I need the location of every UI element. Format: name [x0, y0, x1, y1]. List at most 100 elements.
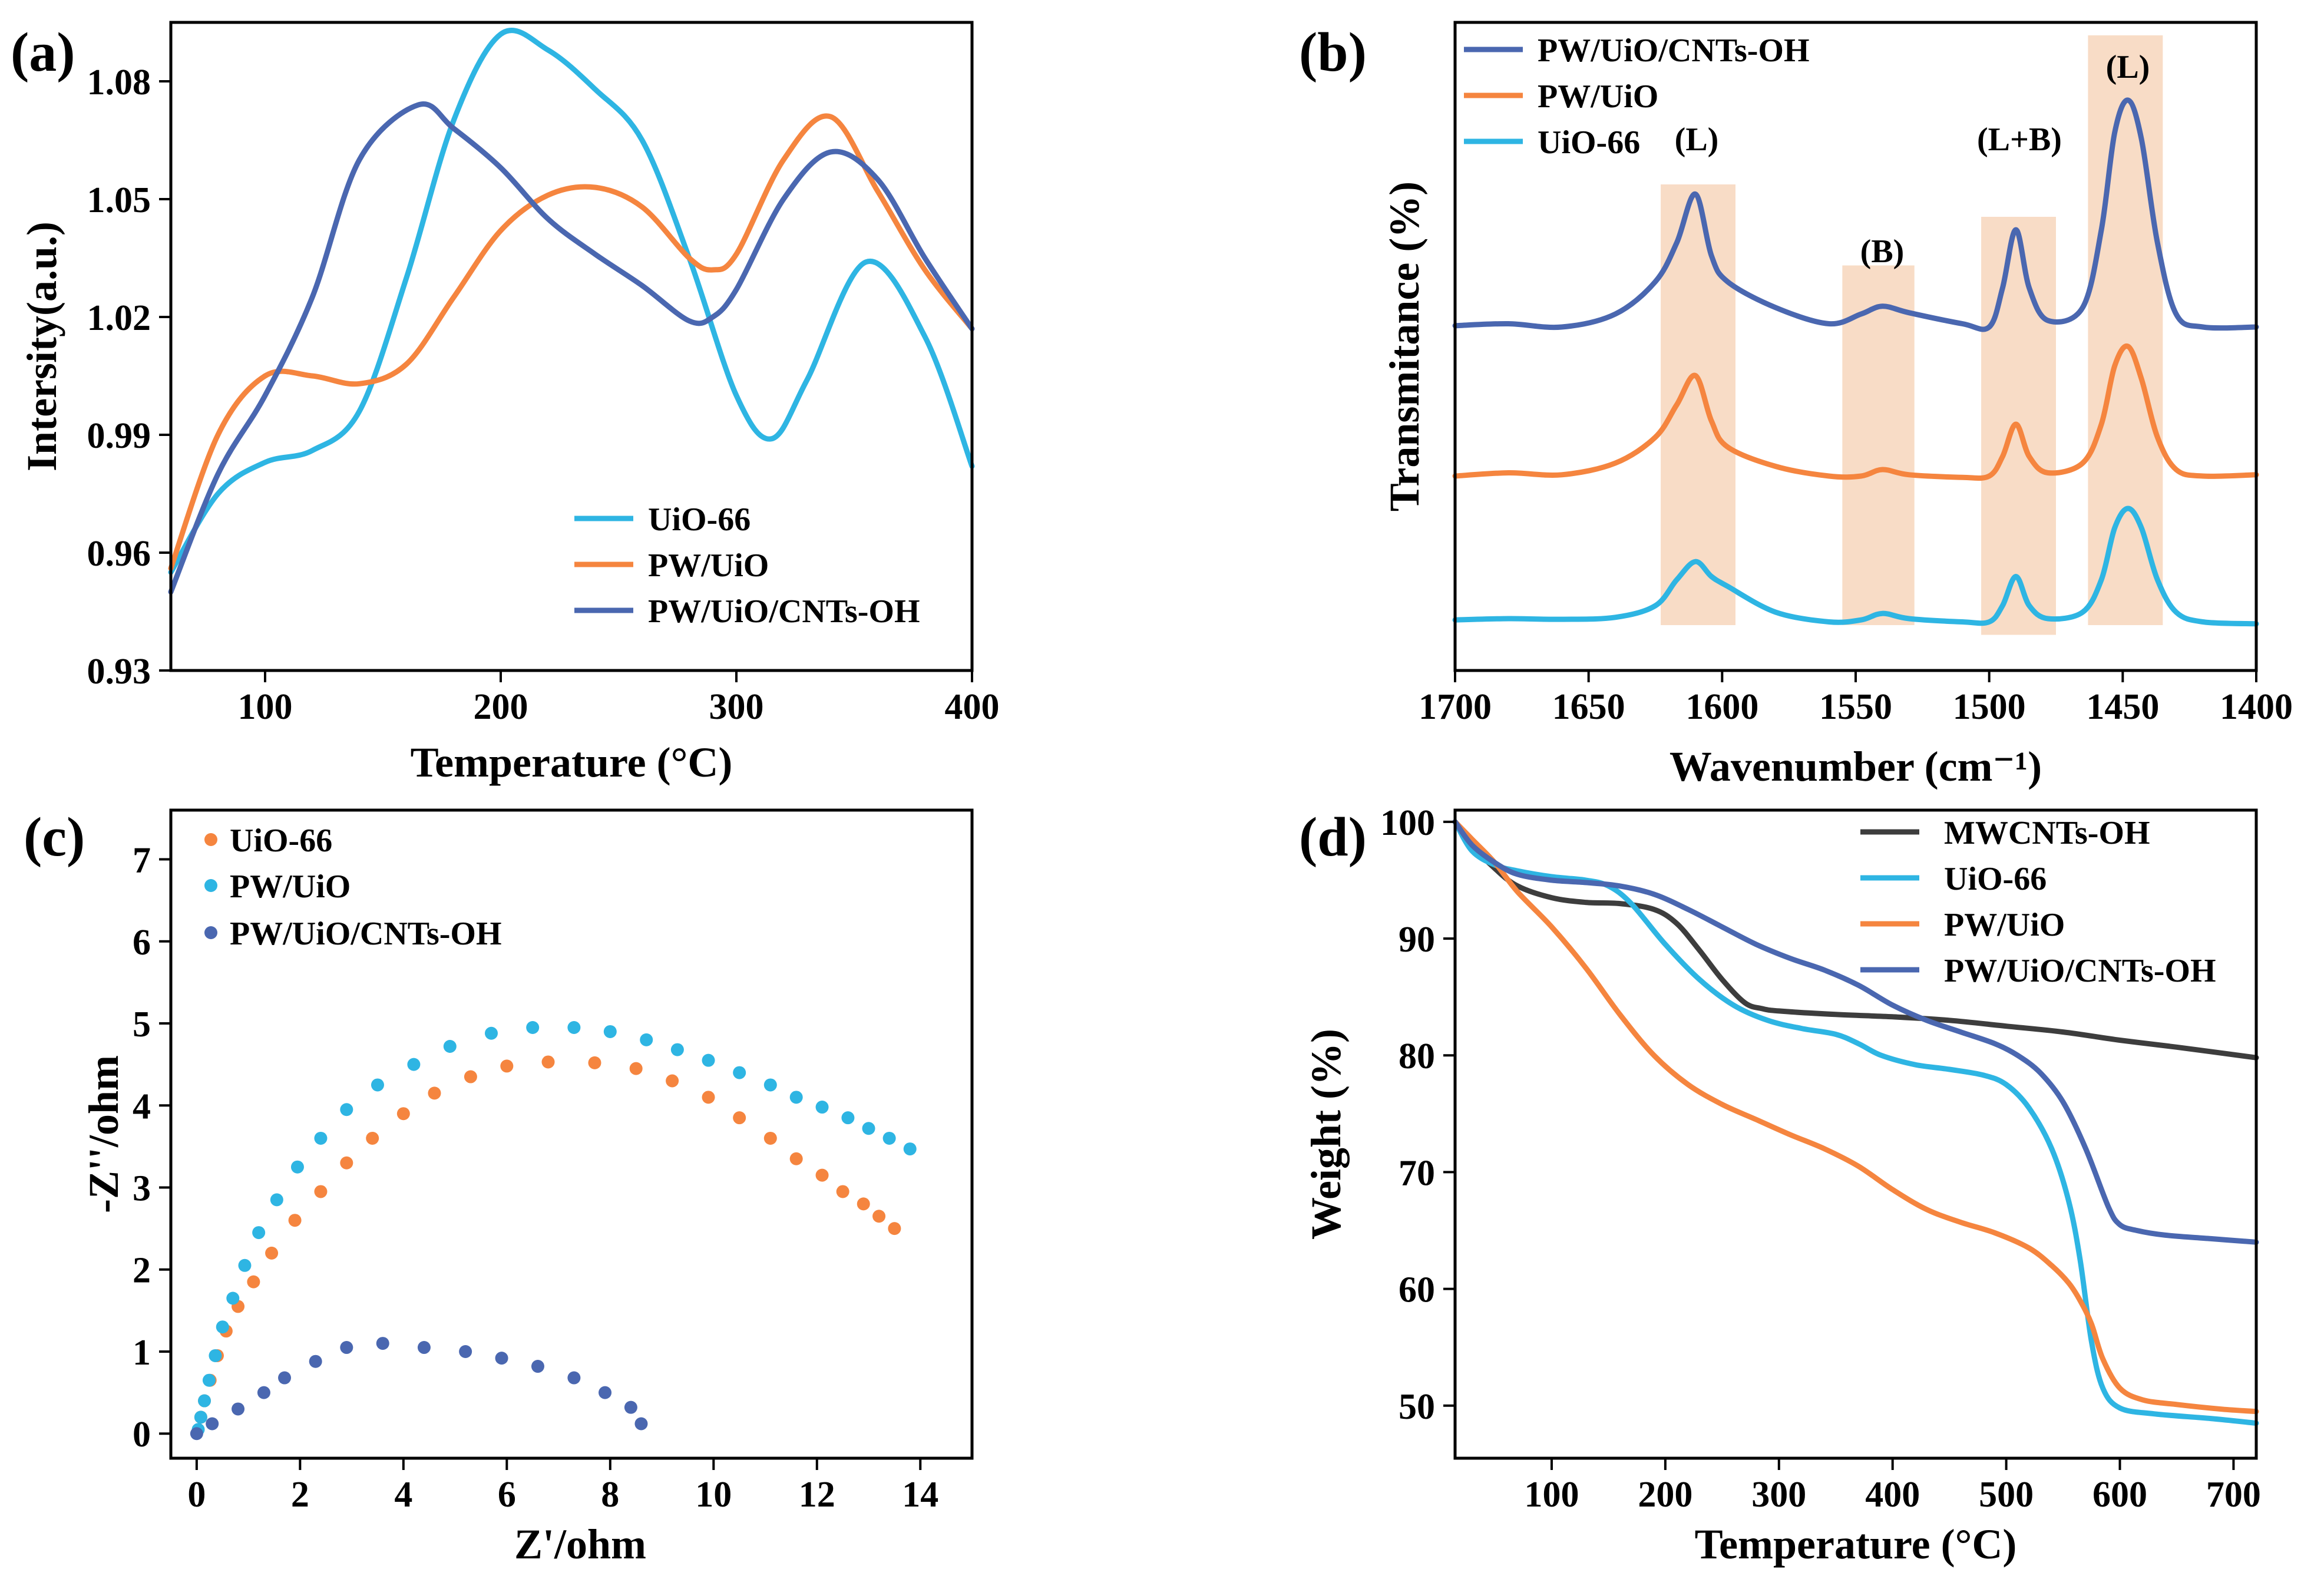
- y-tick-label: 0: [133, 1415, 151, 1455]
- panel-b: 1700 1650 1600 1550 1500 1450 1400 (b) Wavenum…: [1299, 21, 2293, 790]
- series-line: [1452, 343, 2259, 481]
- legend-b-label-pwuiocnts: PW/UiO/CNTs-OH: [1538, 32, 1810, 69]
- x-tick-label: 1500: [1953, 687, 2026, 727]
- legend-d-label-uio66: UiO-66: [1944, 861, 2047, 897]
- panel-c-xlabel: Z'/ohm: [514, 1521, 646, 1568]
- data-point: [541, 1055, 555, 1069]
- y-tick-label: 1.05: [87, 180, 151, 220]
- data-point: [206, 1417, 219, 1431]
- y-tick-label: 0.93: [87, 652, 151, 692]
- y-tick-label: 6: [133, 923, 151, 963]
- x-tick-label: 600: [2092, 1475, 2147, 1515]
- data-point: [290, 1160, 304, 1174]
- x-tick-label: 12: [799, 1475, 835, 1515]
- legend-d-label-pwuiocnts: PW/UiO/CNTs-OH: [1944, 953, 2216, 989]
- y-tick-label: 1.02: [87, 298, 151, 338]
- y-tick-label: 1: [133, 1333, 151, 1373]
- panel-a-frame: [169, 21, 974, 672]
- panel-c-plot: [190, 1020, 917, 1441]
- y-tick-label: 80: [1399, 1036, 1435, 1076]
- panel-a-ylabel: Intersity(a.u.): [18, 222, 65, 471]
- data-point: [903, 1142, 917, 1156]
- y-tick-label: 70: [1399, 1153, 1435, 1193]
- series-line: [168, 113, 975, 572]
- data-point: [531, 1360, 544, 1373]
- data-point: [888, 1222, 901, 1236]
- panel-a-legend: UiO-66 PW/UiO PW/UiO/CNTs-OH: [574, 501, 920, 630]
- data-point: [500, 1059, 514, 1073]
- band-label-2: (B): [1860, 233, 1905, 270]
- panel-d-plot: [1452, 819, 2259, 1426]
- data-point: [789, 1091, 803, 1104]
- panel-d-legend: MWCNTs-OH UiO-66 PW/UiO PW/UiO/CNTs-OH: [1860, 815, 2216, 989]
- x-tick-label: 0: [187, 1475, 206, 1515]
- data-point: [634, 1417, 648, 1431]
- x-tick-label: 200: [1638, 1475, 1692, 1515]
- x-tick-label: 1600: [1685, 687, 1758, 727]
- data-point: [815, 1168, 829, 1182]
- panel-d-axes: 100 200 300 400 500 600 700 50 60 70 80 90 100: [1380, 803, 2261, 1515]
- data-point: [603, 1025, 617, 1038]
- data-point: [872, 1210, 886, 1223]
- data-point: [495, 1352, 508, 1365]
- data-point: [733, 1066, 746, 1079]
- x-tick-label: 400: [945, 687, 1000, 727]
- panel-a: 100 200 300 400 0.93 0.96 0.99 1.02 1.05 1.08 (a)…: [11, 21, 1000, 786]
- x-tick-label: 500: [1979, 1475, 2034, 1515]
- panel-a-xlabel: Temperature (°C): [411, 739, 733, 786]
- x-tick-label: 1650: [1552, 687, 1625, 727]
- x-tick-label: 1550: [1819, 687, 1892, 727]
- data-point: [588, 1056, 601, 1069]
- y-tick-label: 3: [133, 1169, 151, 1209]
- data-point: [396, 1107, 410, 1121]
- data-point: [288, 1214, 302, 1227]
- data-point: [238, 1258, 252, 1272]
- data-point: [702, 1091, 715, 1104]
- panel-b-bands: [1661, 35, 2163, 635]
- data-point: [226, 1291, 240, 1305]
- highlight-band: [1842, 265, 1915, 625]
- y-tick-label: 0.99: [87, 416, 151, 456]
- data-point: [670, 1043, 684, 1056]
- band-label-4: (L): [2106, 49, 2150, 85]
- data-point: [862, 1122, 875, 1135]
- data-point: [366, 1131, 379, 1145]
- y-tick-label: 50: [1399, 1387, 1435, 1427]
- x-tick-label: 10: [695, 1475, 732, 1515]
- y-tick-label: 2: [133, 1251, 151, 1291]
- data-point: [733, 1111, 746, 1125]
- legend-a-label-pwuio: PW/UiO: [648, 547, 769, 584]
- x-tick-label: 200: [474, 687, 528, 727]
- x-tick-label: 1400: [2220, 687, 2293, 727]
- data-point: [314, 1185, 328, 1198]
- x-tick-label: 400: [1865, 1475, 1920, 1515]
- series-line: [168, 101, 975, 595]
- data-point: [763, 1078, 777, 1092]
- data-point: [202, 1373, 216, 1387]
- data-point: [836, 1185, 849, 1198]
- data-point: [841, 1111, 855, 1125]
- data-point: [257, 1386, 270, 1399]
- legend-c-label-pwuio: PW/UiO: [230, 868, 351, 905]
- series-line: [1452, 97, 2259, 332]
- data-point: [485, 1026, 498, 1040]
- data-point: [190, 1427, 203, 1441]
- data-point: [763, 1131, 777, 1145]
- data-point: [789, 1152, 803, 1165]
- y-tick-label: 60: [1399, 1270, 1435, 1310]
- data-point: [567, 1020, 581, 1034]
- data-point: [232, 1402, 245, 1416]
- panel-d-frame: [1453, 808, 2258, 1460]
- x-tick-label: 1450: [2086, 687, 2159, 727]
- panel-d-xlabel: Temperature (°C): [1695, 1521, 2017, 1568]
- data-point: [314, 1131, 328, 1145]
- series-line: [168, 28, 975, 575]
- x-tick-label: 700: [2206, 1475, 2261, 1515]
- series-line: [1452, 506, 2259, 627]
- data-point: [815, 1101, 829, 1114]
- panel-b-label: (b): [1299, 22, 1367, 83]
- data-point: [309, 1355, 322, 1368]
- legend-b-label-pwuio: PW/UiO: [1538, 78, 1658, 115]
